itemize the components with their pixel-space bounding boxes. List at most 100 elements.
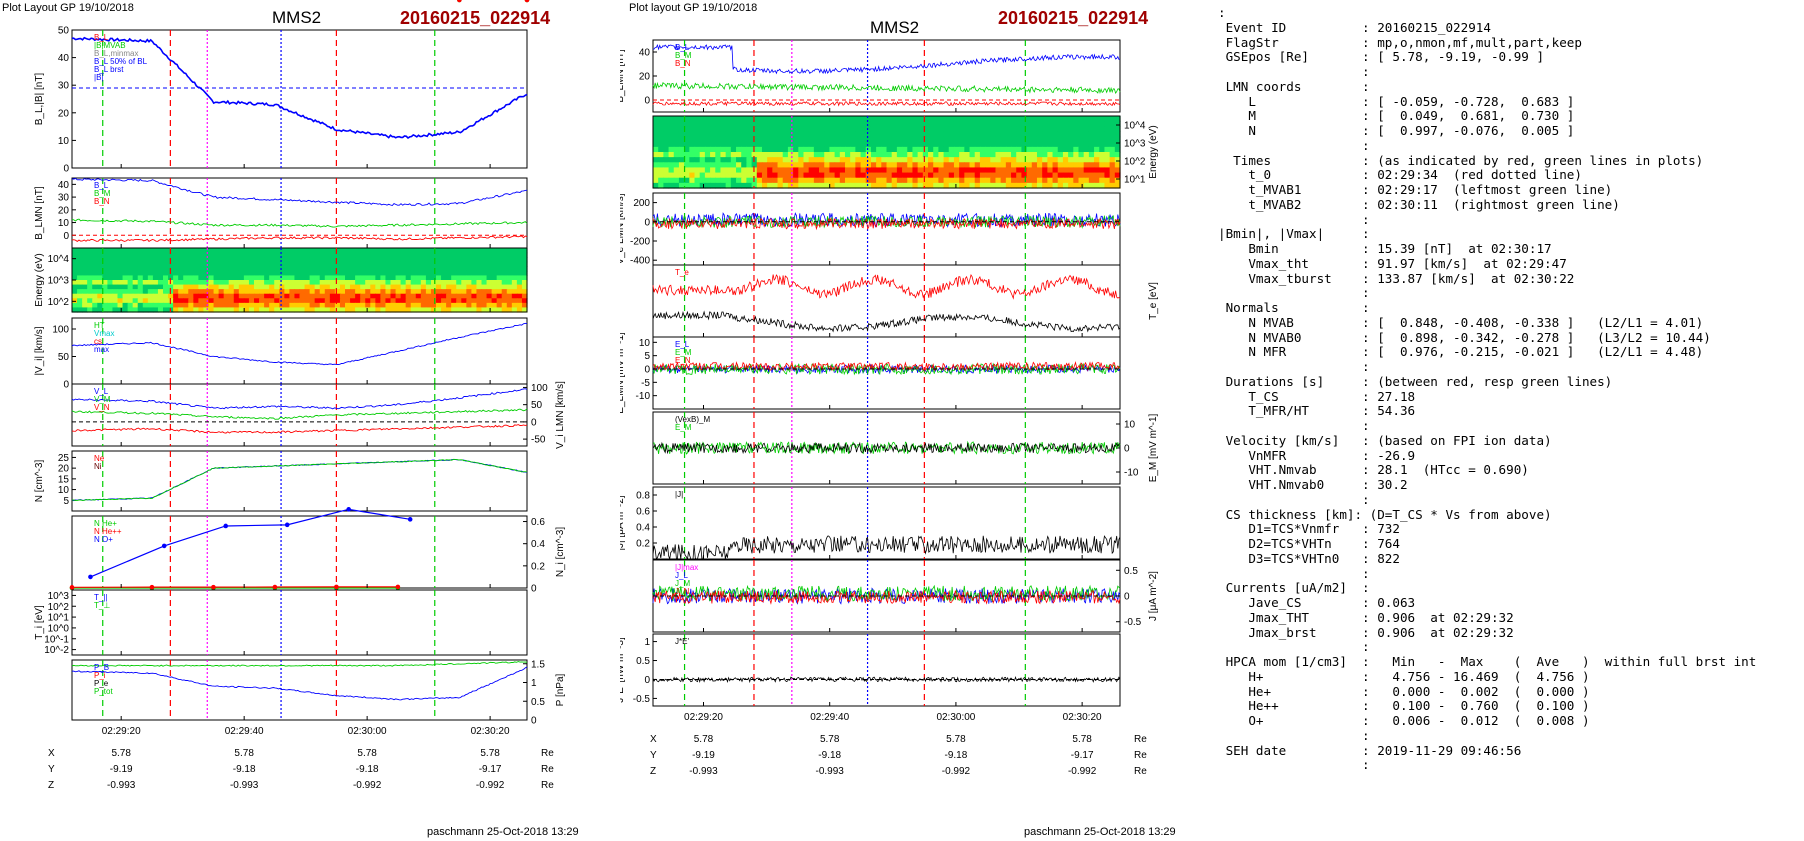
info-line: Normals : — [1218, 301, 1370, 315]
mid-plot-header: Plot layout GP 19/10/2018 — [629, 2, 758, 14]
panel-frame — [71, 383, 528, 447]
heatmap-cell — [710, 121, 716, 127]
info-line: Jmax_brst : 0.906 at 02:29:32 — [1218, 625, 1514, 640]
heatmap-cell — [213, 248, 220, 254]
panel-frame — [652, 39, 1121, 113]
heatmap-cell — [1016, 131, 1023, 138]
heatmap-cell — [839, 116, 846, 122]
heatmap-cell — [339, 261, 346, 267]
heatmap-cell — [1088, 146, 1095, 153]
heatmap-cell — [157, 298, 164, 304]
heatmap-cell — [1026, 131, 1033, 138]
heatmap-cell — [339, 307, 346, 313]
heatmap-cell — [360, 284, 366, 290]
heatmap-cell — [461, 257, 467, 263]
heatmap-cell — [834, 172, 841, 179]
heatmap-cell — [415, 266, 422, 272]
heatmap-cell — [132, 293, 139, 299]
heatmap-cell — [715, 146, 722, 153]
heatmap-cell — [948, 172, 955, 179]
heatmap-cell — [259, 270, 265, 277]
heatmap-cell — [829, 146, 836, 153]
heatmap-cell — [147, 270, 154, 277]
heatmap-cell — [886, 177, 893, 184]
heatmap-cell — [736, 177, 742, 184]
heatmap-cell — [233, 252, 240, 258]
heatmap-cell — [829, 136, 836, 143]
heatmap-cell — [1005, 157, 1012, 163]
heatmap-cell — [516, 284, 523, 290]
heatmap-cell — [461, 252, 467, 258]
series-line — [71, 661, 528, 667]
heatmap-cell — [516, 248, 523, 254]
heatmap-cell — [198, 280, 205, 286]
heatmap-cell — [516, 257, 523, 263]
heatmap-cell — [511, 280, 518, 286]
heatmap-cell — [436, 302, 442, 309]
heatmap-cell — [127, 289, 134, 295]
heatmap-cell — [163, 275, 169, 281]
y-tick-label: 1 — [531, 678, 537, 689]
heatmap-cell — [127, 248, 134, 254]
heatmap-cell — [491, 298, 498, 304]
y-tick-label: 0.5 — [636, 656, 650, 667]
heatmap-cell — [834, 152, 841, 158]
heatmap-cell — [756, 167, 763, 174]
heatmap-cell — [390, 298, 397, 304]
heatmap-cell — [704, 116, 711, 122]
heatmap-cell — [663, 131, 670, 138]
legend-entry: V_N — [94, 403, 110, 412]
heatmap-cell — [476, 261, 483, 267]
heatmap-cell — [248, 280, 255, 286]
heatmap-cell — [689, 126, 696, 133]
heatmap-cell — [476, 275, 483, 281]
heatmap-cell — [1005, 126, 1012, 133]
heatmap-cell — [309, 275, 316, 281]
heatmap-cell — [902, 162, 908, 169]
heatmap-cell — [304, 257, 311, 263]
heatmap-cell — [345, 280, 351, 286]
heatmap-cell — [193, 252, 199, 258]
y-tick-label: 30 — [58, 81, 70, 92]
left-panel-8: 00.511.5P [nPa]P_BP_iP_eP_tot — [71, 659, 566, 727]
heatmap-cell — [907, 167, 914, 174]
heatmap-cell — [193, 270, 199, 277]
heatmap-cell — [844, 182, 851, 189]
heatmap-cell — [365, 248, 371, 254]
heatmap-cell — [1094, 136, 1100, 143]
heatmap-cell — [446, 270, 452, 277]
heatmap-cell — [82, 302, 88, 309]
heatmap-cell — [395, 261, 402, 267]
heatmap-cell — [334, 284, 341, 290]
heatmap-cell — [274, 252, 280, 258]
heatmap-cell — [782, 172, 789, 179]
heatmap-cell — [82, 270, 88, 277]
y-tick-label: 0 — [644, 217, 650, 228]
heatmap-cell — [137, 284, 144, 290]
heatmap-cell — [1016, 146, 1023, 153]
heatmap-cell — [995, 116, 1002, 122]
heatmap-cell — [163, 298, 169, 304]
heatmap-cell — [865, 152, 872, 158]
heatmap-cell — [876, 136, 882, 143]
y-tick-label: 10 — [639, 338, 651, 349]
heatmap-cell — [355, 248, 361, 254]
heatmap-cell — [756, 146, 763, 153]
heatmap-cell — [436, 293, 442, 299]
heatmap-cell — [350, 289, 356, 295]
heatmap-cell — [912, 157, 919, 163]
heatmap-cell — [339, 302, 346, 309]
series-line — [652, 441, 1121, 455]
coord-value: 5.78 — [111, 748, 131, 759]
heatmap-cell — [751, 121, 758, 127]
heatmap-cell — [350, 298, 356, 304]
heatmap-cell — [1062, 162, 1069, 169]
heatmap-cell — [730, 146, 737, 153]
heatmap-cell — [97, 275, 103, 281]
heatmap-cell — [870, 152, 877, 158]
y-axis-label: V_i LMN [km/s] — [555, 381, 566, 449]
heatmap-cell — [501, 284, 508, 290]
heatmap-cell — [294, 257, 301, 263]
heatmap-cell — [995, 121, 1002, 127]
heatmap-cell — [715, 131, 722, 138]
